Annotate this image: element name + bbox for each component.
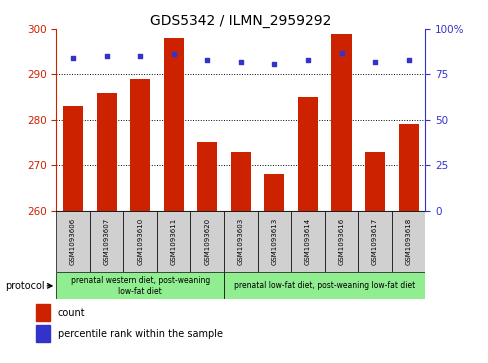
Bar [36, 325, 50, 342]
Text: GSM1093607: GSM1093607 [103, 218, 109, 265]
Bar [290, 211, 324, 272]
Bar [130, 79, 150, 211]
Point [337, 50, 345, 56]
Bar [56, 211, 90, 272]
Bar [324, 211, 358, 272]
Bar [56, 272, 224, 299]
Bar [224, 272, 425, 299]
Bar [163, 38, 183, 211]
Bar [90, 211, 123, 272]
Bar [391, 211, 425, 272]
Bar [331, 33, 351, 211]
Bar [264, 174, 284, 211]
Point [69, 55, 77, 61]
Bar [297, 97, 317, 211]
Text: GSM1093614: GSM1093614 [305, 218, 310, 265]
Bar [197, 142, 217, 211]
Bar [257, 211, 290, 272]
Bar [224, 211, 257, 272]
Point [370, 59, 378, 65]
Bar [123, 211, 157, 272]
Text: prenatal western diet, post-weaning
low-fat diet: prenatal western diet, post-weaning low-… [70, 276, 209, 295]
Point [270, 61, 278, 66]
Text: GSM1093618: GSM1093618 [405, 218, 411, 265]
Text: GSM1093616: GSM1093616 [338, 218, 344, 265]
Title: GDS5342 / ILMN_2959292: GDS5342 / ILMN_2959292 [150, 14, 331, 28]
Bar [230, 151, 250, 211]
Text: GSM1093613: GSM1093613 [271, 218, 277, 265]
Text: GSM1093620: GSM1093620 [204, 218, 210, 265]
Point [136, 53, 144, 59]
Point [169, 52, 177, 57]
Bar [63, 106, 83, 211]
Bar [398, 124, 418, 211]
Text: GSM1093610: GSM1093610 [137, 218, 143, 265]
Text: GSM1093611: GSM1093611 [170, 218, 176, 265]
Point [304, 57, 311, 63]
Bar [364, 151, 385, 211]
Point [203, 57, 211, 63]
Point [102, 53, 110, 59]
Text: GSM1093606: GSM1093606 [70, 218, 76, 265]
Bar [36, 304, 50, 321]
Text: GSM1093617: GSM1093617 [371, 218, 377, 265]
Bar [96, 93, 117, 211]
Bar [157, 211, 190, 272]
Text: GSM1093603: GSM1093603 [237, 218, 244, 265]
Text: protocol: protocol [5, 281, 44, 291]
Bar [358, 211, 391, 272]
Bar [190, 211, 224, 272]
Point [236, 59, 244, 65]
Point [404, 57, 412, 63]
Text: prenatal low-fat diet, post-weaning low-fat diet: prenatal low-fat diet, post-weaning low-… [234, 281, 414, 290]
Text: percentile rank within the sample: percentile rank within the sample [58, 329, 223, 339]
Text: count: count [58, 308, 85, 318]
